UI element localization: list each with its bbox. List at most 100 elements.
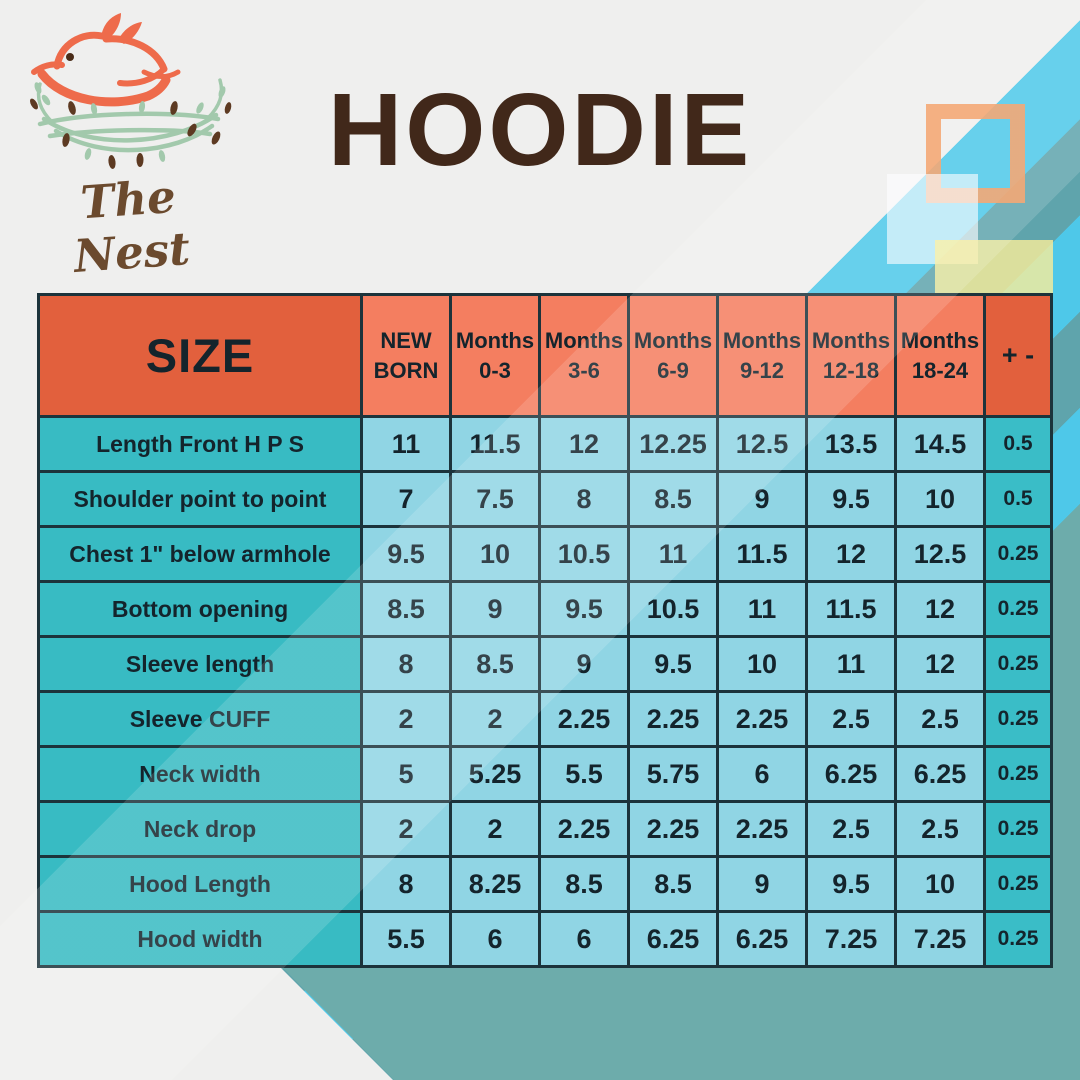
- value-cell: 2: [360, 800, 452, 858]
- value-cell: 7.25: [894, 910, 986, 968]
- value-cell: 10: [894, 470, 986, 528]
- value-cell: 9.5: [805, 855, 897, 913]
- value-cell: 6.25: [894, 745, 986, 803]
- value-cell: 9.5: [805, 470, 897, 528]
- row-label: Chest 1" below armhole: [37, 525, 363, 583]
- value-cell: 8: [360, 855, 452, 913]
- value-cell: 9.5: [627, 635, 719, 693]
- tolerance-cell: 0.5: [983, 415, 1053, 473]
- tolerance-cell: 0.25: [983, 635, 1053, 693]
- value-cell: 11.5: [805, 580, 897, 638]
- value-cell: 6.25: [627, 910, 719, 968]
- value-cell: 8.5: [360, 580, 452, 638]
- value-cell: 10.5: [627, 580, 719, 638]
- table-row: Length Front H P S 11 11.5 12 12.25 12.5 13.5 1…: [37, 415, 1053, 473]
- value-cell: 5.25: [449, 745, 541, 803]
- column-header-top: Months: [722, 327, 802, 353]
- table-body: Length Front H P S 11 11.5 12 12.25 12.5 13.5 1…: [37, 415, 1053, 968]
- page-title: HOODIE: [327, 72, 753, 187]
- column-header-top: Months: [455, 327, 535, 353]
- table-row: Hood width 5.5 6 6 6.25 6.25 7.25 7.25 0.25: [37, 910, 1053, 968]
- value-cell: 9: [449, 580, 541, 638]
- value-cell: 7.5: [449, 470, 541, 528]
- column-header-bottom: 6-9: [657, 357, 689, 383]
- row-label: Hood Length: [37, 855, 363, 913]
- column-header: Months 18-24: [894, 293, 986, 418]
- value-cell: 11: [716, 580, 808, 638]
- column-header-top: NEW: [380, 327, 432, 353]
- column-header: Months 0-3: [449, 293, 541, 418]
- value-cell: 2.25: [627, 800, 719, 858]
- brand-logo: The Nest: [24, 12, 236, 283]
- value-cell: 12: [894, 635, 986, 693]
- column-header-bottom: 3-6: [568, 357, 600, 383]
- value-cell: 8.25: [449, 855, 541, 913]
- value-cell: 8: [360, 635, 452, 693]
- row-label: Hood width: [37, 910, 363, 968]
- column-header-top: Months: [544, 327, 624, 353]
- row-label: Shoulder point to point: [37, 470, 363, 528]
- value-cell: 8.5: [538, 855, 630, 913]
- value-cell: 2.25: [538, 690, 630, 748]
- value-cell: 6.25: [805, 745, 897, 803]
- value-cell: 5.5: [538, 745, 630, 803]
- value-cell: 6: [716, 745, 808, 803]
- column-header-top: Months: [811, 327, 891, 353]
- value-cell: 11.5: [449, 415, 541, 473]
- column-header: Months 9-12: [716, 293, 808, 418]
- table-row: Chest 1" below armhole 9.5 10 10.5 11 11.5 12 1…: [37, 525, 1053, 583]
- table-row: Sleeve CUFF 2 2 2.25 2.25 2.25 2.5 2.5 0.25: [37, 690, 1053, 748]
- tolerance-cell: 0.25: [983, 690, 1053, 748]
- tolerance-header-cell: + -: [983, 293, 1053, 418]
- value-cell: 2: [449, 800, 541, 858]
- value-cell: 12.25: [627, 415, 719, 473]
- value-cell: 11: [805, 635, 897, 693]
- table-row: Bottom opening 8.5 9 9.5 10.5 11 11.5 12 0.25: [37, 580, 1053, 638]
- value-cell: 8: [538, 470, 630, 528]
- column-header-bottom: 18-24: [911, 357, 969, 383]
- row-label: Neck drop: [37, 800, 363, 858]
- value-cell: 2.25: [716, 800, 808, 858]
- column-header: Months 12-18: [805, 293, 897, 418]
- tolerance-cell: 0.5: [983, 470, 1053, 528]
- value-cell: 6.25: [716, 910, 808, 968]
- value-cell: 11.5: [716, 525, 808, 583]
- value-cell: 2.25: [538, 800, 630, 858]
- value-cell: 2.5: [894, 690, 986, 748]
- table-row: Sleeve length 8 8.5 9 9.5 10 11 12 0.25: [37, 635, 1053, 693]
- tolerance-cell: 0.25: [983, 855, 1053, 913]
- value-cell: 12.5: [894, 525, 986, 583]
- value-cell: 12: [538, 415, 630, 473]
- value-cell: 6: [538, 910, 630, 968]
- tolerance-cell: 0.25: [983, 580, 1053, 638]
- value-cell: 10: [894, 855, 986, 913]
- value-cell: 9.5: [538, 580, 630, 638]
- value-cell: 2.5: [894, 800, 986, 858]
- value-cell: 9: [716, 855, 808, 913]
- value-cell: 5.5: [360, 910, 452, 968]
- column-header-bottom: 9-12: [739, 357, 785, 383]
- value-cell: 11: [360, 415, 452, 473]
- value-cell: 2.25: [716, 690, 808, 748]
- value-cell: 12: [894, 580, 986, 638]
- column-header-top: Months: [900, 327, 980, 353]
- row-label: Length Front H P S: [37, 415, 363, 473]
- value-cell: 2: [449, 690, 541, 748]
- brand-name: The Nest: [72, 169, 192, 283]
- column-header-bottom: 0-3: [479, 357, 511, 383]
- value-cell: 6: [449, 910, 541, 968]
- value-cell: 8.5: [449, 635, 541, 693]
- value-cell: 9: [538, 635, 630, 693]
- value-cell: 5.75: [627, 745, 719, 803]
- value-cell: 10: [716, 635, 808, 693]
- table-row: Neck width 5 5.25 5.5 5.75 6 6.25 6.25 0.25: [37, 745, 1053, 803]
- column-header-top: Months: [633, 327, 713, 353]
- value-cell: 2.25: [627, 690, 719, 748]
- column-header-bottom: BORN: [373, 357, 439, 383]
- column-header: Months 6-9: [627, 293, 719, 418]
- value-cell: 7: [360, 470, 452, 528]
- tolerance-cell: 0.25: [983, 525, 1053, 583]
- value-cell: 12.5: [716, 415, 808, 473]
- row-label: Sleeve length: [37, 635, 363, 693]
